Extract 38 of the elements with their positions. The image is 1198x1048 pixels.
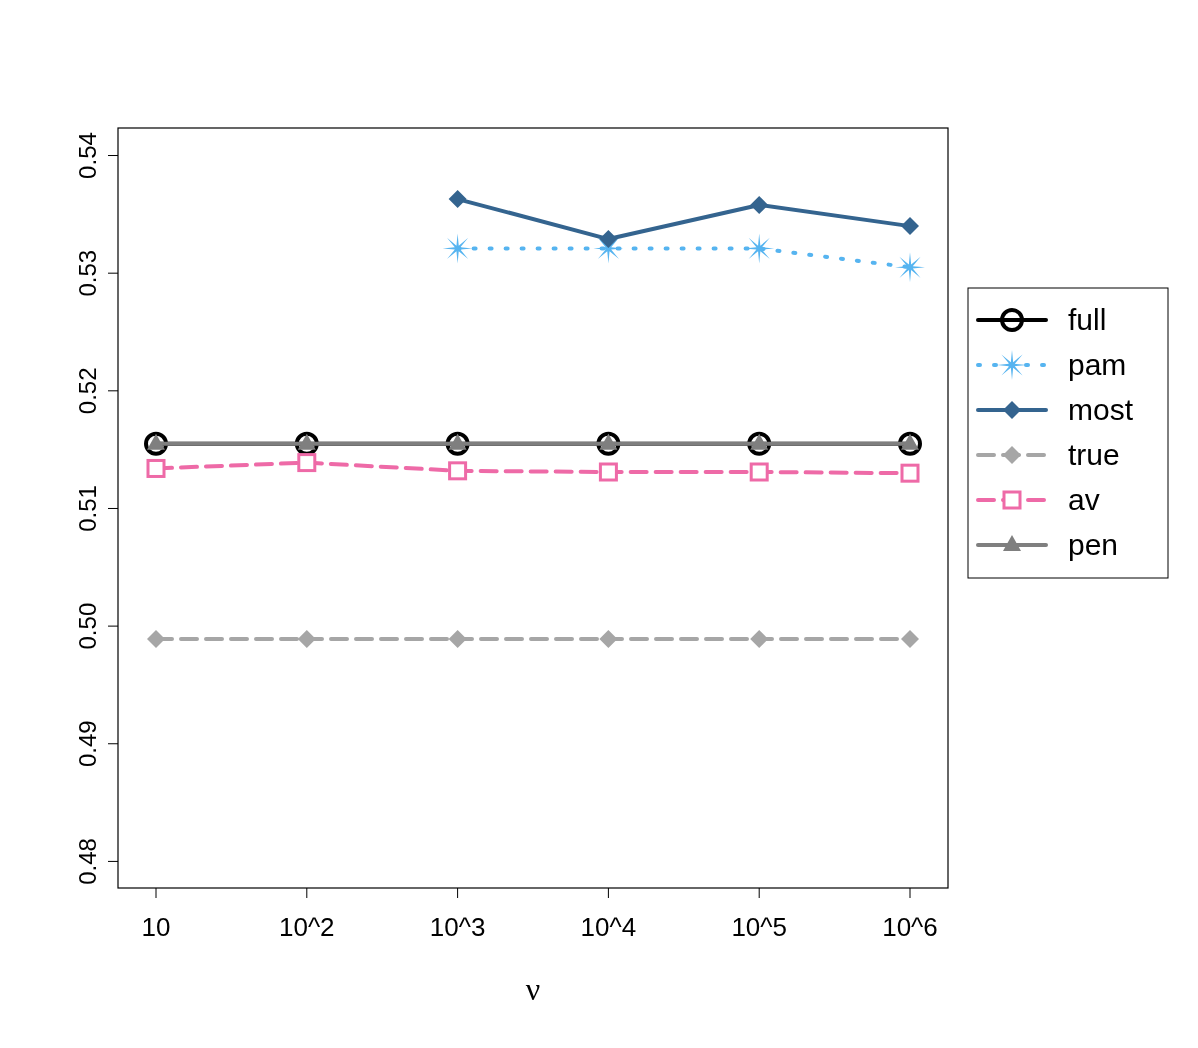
point <box>898 431 922 456</box>
point <box>900 463 920 483</box>
point <box>901 630 919 649</box>
point <box>147 630 165 649</box>
point <box>599 230 618 249</box>
point <box>749 462 769 482</box>
x-tick-label: 10^4 <box>580 912 637 942</box>
x-tick-label: 10^6 <box>882 912 938 942</box>
point <box>599 630 618 649</box>
x-tick-label: 10^5 <box>731 912 787 942</box>
y-tick-label: 0.52 <box>74 367 101 415</box>
y-tick-label: 0.49 <box>74 720 101 768</box>
point <box>448 461 468 481</box>
point <box>297 630 316 649</box>
point <box>442 233 473 264</box>
legend-label: pen <box>1068 528 1119 561</box>
point <box>297 453 317 473</box>
point <box>598 462 618 482</box>
point <box>448 630 467 649</box>
y-tick-label: 0.48 <box>74 838 101 885</box>
y-tick-label: 0.50 <box>74 602 101 650</box>
y-tick-label: 0.53 <box>74 249 101 297</box>
x-tick-label: 10^3 <box>429 912 486 942</box>
legend-label: full <box>1068 303 1107 336</box>
point <box>144 431 168 456</box>
y-tick-label: 0.54 <box>74 132 101 179</box>
x-axis-title: ν <box>525 971 541 1007</box>
y-tick-label: 0.51 <box>74 485 101 532</box>
legend-label: pam <box>1068 348 1127 381</box>
point <box>146 458 166 478</box>
point <box>901 217 919 236</box>
point <box>750 195 769 214</box>
x-tick-label: 10 <box>141 912 171 942</box>
legend-label: av <box>1068 483 1100 516</box>
x-tick-label: 10^2 <box>279 912 335 942</box>
legend-label: true <box>1068 438 1120 471</box>
legend-label: most <box>1068 393 1134 426</box>
point <box>448 190 467 209</box>
